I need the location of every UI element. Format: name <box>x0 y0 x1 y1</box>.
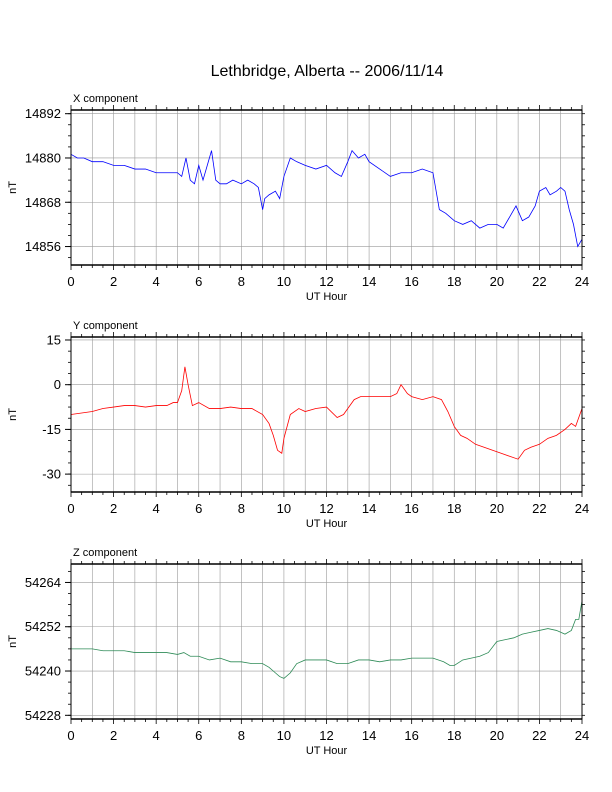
x-axis-title: UT Hour <box>306 291 348 303</box>
y-tick-label: 54264 <box>25 575 61 590</box>
panel-title: Z component <box>73 547 137 559</box>
panel-title: Y component <box>73 320 138 332</box>
x-axis-title: UT Hour <box>306 745 348 757</box>
y-tick-label: 14868 <box>25 195 61 210</box>
x-tick-label: 0 <box>67 728 74 743</box>
x-tick-label: 22 <box>532 728 546 743</box>
y-axis-title: nT <box>7 635 19 648</box>
y-tick-label: 0 <box>54 377 61 392</box>
series-line <box>71 600 583 679</box>
page-title: Lethbridge, Alberta -- 2006/11/14 <box>211 63 444 80</box>
x-tick-label: 16 <box>404 501 418 516</box>
x-tick-label: 2 <box>110 274 117 289</box>
x-tick-label: 10 <box>277 501 291 516</box>
y-tick-label: 14856 <box>25 239 61 254</box>
x-tick-label: 20 <box>490 274 504 289</box>
x-tick-label: 8 <box>238 728 245 743</box>
x-tick-label: 18 <box>447 274 461 289</box>
y-tick-label: -30 <box>42 467 61 482</box>
series-line <box>70 366 583 460</box>
x-tick-label: 24 <box>575 501 589 516</box>
x-tick-label: 2 <box>110 501 117 516</box>
x-tick-label: 12 <box>319 728 333 743</box>
x-tick-label: 12 <box>319 274 333 289</box>
x-tick-label: 6 <box>195 728 202 743</box>
x-tick-label: 14 <box>362 274 376 289</box>
panel-title: X component <box>73 93 138 105</box>
y-tick-label: 54240 <box>25 664 61 679</box>
y-tick-label: 14880 <box>25 150 61 165</box>
x-tick-label: 20 <box>490 728 504 743</box>
x-tick-label: 20 <box>490 501 504 516</box>
y-tick-label: -15 <box>42 422 61 437</box>
x-tick-label: 18 <box>447 501 461 516</box>
x-tick-label: 6 <box>195 274 202 289</box>
x-tick-label: 24 <box>575 728 589 743</box>
x-tick-label: 10 <box>277 728 291 743</box>
y-axis-title: nT <box>7 408 19 421</box>
x-tick-label: 0 <box>67 274 74 289</box>
x-tick-label: 8 <box>238 274 245 289</box>
x-tick-label: 22 <box>532 501 546 516</box>
x-tick-label: 2 <box>110 728 117 743</box>
x-tick-label: 4 <box>153 274 160 289</box>
series-line <box>70 149 583 248</box>
x-tick-label: 10 <box>277 274 291 289</box>
y-tick-label: 54252 <box>25 619 61 634</box>
x-tick-label: 16 <box>404 274 418 289</box>
x-tick-label: 22 <box>532 274 546 289</box>
x-tick-label: 8 <box>238 501 245 516</box>
x-tick-label: 6 <box>195 501 202 516</box>
x-tick-label: 18 <box>447 728 461 743</box>
x-tick-label: 12 <box>319 501 333 516</box>
y-tick-label: 54228 <box>25 708 61 723</box>
x-tick-label: 0 <box>67 501 74 516</box>
x-tick-label: 4 <box>153 501 160 516</box>
x-axis-title: UT Hour <box>306 518 348 530</box>
y-tick-label: 14892 <box>25 106 61 121</box>
y-tick-label: 15 <box>47 332 61 347</box>
x-tick-label: 16 <box>404 728 418 743</box>
y-axis-title: nT <box>7 181 19 194</box>
x-tick-label: 14 <box>362 501 376 516</box>
x-tick-label: 14 <box>362 728 376 743</box>
x-tick-label: 24 <box>575 274 589 289</box>
x-tick-label: 4 <box>153 728 160 743</box>
